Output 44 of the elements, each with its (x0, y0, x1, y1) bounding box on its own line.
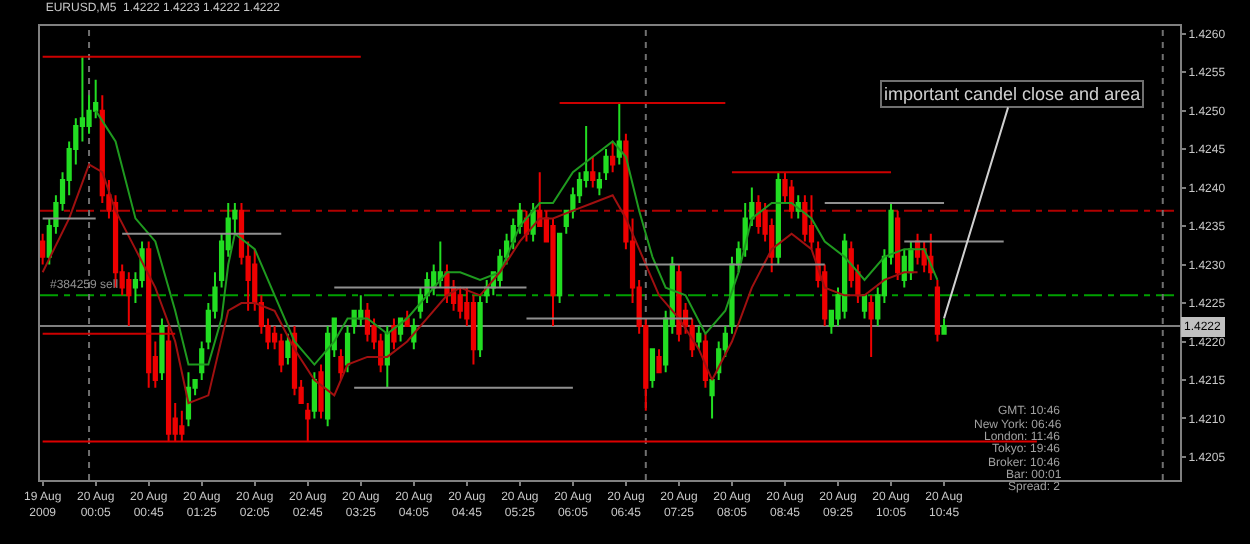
candlestick (656, 348, 662, 374)
candlestick (285, 332, 291, 366)
candlestick (318, 363, 324, 420)
candlestick (590, 155, 596, 189)
line-series (41, 163, 919, 405)
annotation: important candel close and area (884, 84, 1141, 104)
candlestick (842, 232, 848, 320)
candlestick (610, 140, 616, 174)
candlestick (550, 217, 556, 328)
candlestick (921, 240, 927, 274)
candlestick (437, 240, 443, 289)
line-series (94, 109, 939, 366)
candlestick (40, 232, 46, 266)
candlestick (457, 286, 463, 320)
candlestick (404, 309, 410, 328)
candlestick (676, 263, 682, 343)
candlestick (941, 317, 947, 335)
candlestick (159, 317, 165, 381)
candlestick (338, 348, 344, 381)
candlestick (868, 294, 874, 358)
candlestick (165, 325, 172, 443)
candlestick (391, 317, 397, 351)
candlestick (788, 178, 795, 220)
candlestick (934, 278, 941, 343)
candlestick (384, 325, 390, 389)
candlestick (364, 302, 371, 343)
candlestick (755, 194, 762, 235)
candlestick (146, 240, 152, 389)
candlestick (775, 171, 781, 266)
candlestick (470, 294, 477, 366)
candlestick (126, 271, 132, 328)
candlestick (649, 348, 656, 389)
candlestick (325, 325, 331, 428)
candlestick (179, 409, 185, 443)
candlestick (696, 325, 702, 351)
candlestick (901, 248, 907, 289)
candlestick (358, 294, 364, 328)
candlestick (278, 332, 284, 374)
candlestick (311, 371, 318, 420)
candlestick (895, 209, 901, 281)
candlestick (802, 194, 808, 243)
candlestick (908, 240, 914, 281)
candlestick (861, 294, 868, 320)
candlestick (616, 101, 622, 166)
